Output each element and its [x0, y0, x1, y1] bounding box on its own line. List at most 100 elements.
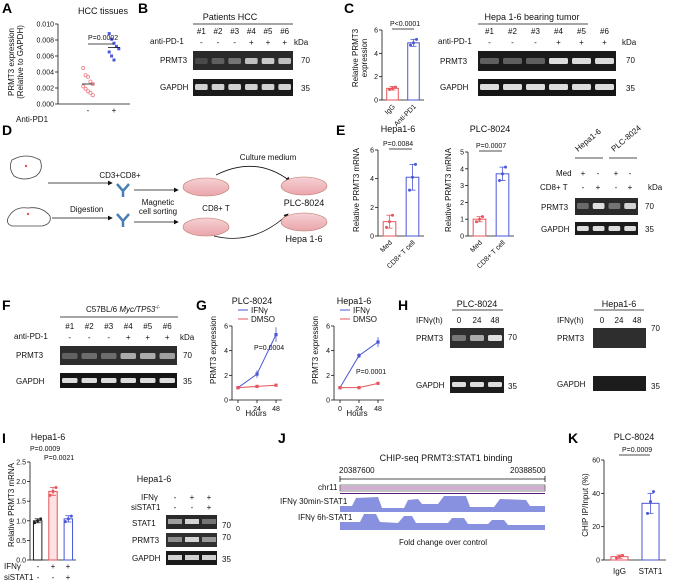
xtick-label: 48	[374, 406, 382, 413]
lane-treat-2: -	[107, 333, 110, 342]
band-gapdh	[81, 378, 97, 383]
treat-med-3: -	[629, 169, 632, 178]
band-prmt3	[101, 353, 117, 359]
data-point	[69, 514, 73, 518]
data-point	[498, 179, 501, 183]
band-gapdh	[228, 84, 241, 90]
panel-d-line1: PLC-8024	[284, 198, 325, 208]
panel-h-right-t48: 48	[633, 316, 642, 325]
data-point	[274, 333, 278, 337]
panel-g-right-title: Hepa1-6	[337, 296, 372, 306]
band-prmt3	[488, 335, 502, 341]
data-point	[385, 225, 388, 229]
band-gapdh	[211, 84, 225, 90]
panel-g-left-ytick-label: 6	[224, 324, 228, 331]
panel-f-header-sup: -/-	[155, 305, 160, 311]
panel-e-kda: kDa	[648, 183, 663, 192]
lane-label-4: #5	[264, 27, 273, 36]
panel-h-left-row-label: IFNγ(h)	[416, 316, 443, 325]
band-prmt3	[624, 203, 636, 209]
data-point	[357, 386, 361, 390]
blot-c-marker-35: 35	[626, 84, 635, 93]
panel-letter-c: C	[344, 0, 354, 16]
lane-label-0: #1	[65, 322, 74, 331]
band-gapdh	[261, 84, 275, 90]
lane-label-1: #2	[85, 322, 94, 331]
panel-j-track1: IFNγ 30min-STAT1	[280, 497, 348, 506]
data-point	[112, 58, 116, 62]
lane-treat-3: +	[126, 333, 131, 342]
panel-j-track1-signal	[340, 496, 545, 512]
data-point	[621, 553, 624, 557]
lane-treat-5: +	[282, 38, 287, 47]
panel-h-left-t48: 48	[491, 316, 500, 325]
xtick-label: 48	[272, 406, 280, 413]
lane-treat-4: +	[145, 333, 150, 342]
data-point	[357, 354, 361, 358]
panel-letter-k: K	[568, 430, 578, 446]
lane-label-1: #2	[508, 27, 517, 36]
blot-i-marker-gapdh: 35	[222, 555, 231, 564]
blot-e-gapdh	[575, 222, 638, 235]
data-point	[107, 32, 111, 36]
blot-e-label-gapdh: GAPDH	[541, 225, 570, 234]
panel-i-ytick-label: 1.5	[16, 499, 26, 506]
panel-a-ytick-label: 0.004	[36, 70, 54, 77]
blot-b-label-prmt3: PRMT3	[160, 56, 188, 65]
lane-label-4: #5	[577, 27, 586, 36]
panel-d-cells: CD8+ T	[202, 204, 230, 213]
data-point	[107, 50, 111, 54]
antibody-icon-top	[116, 183, 130, 197]
lane-treat-4: +	[266, 38, 271, 47]
data-point	[475, 220, 478, 224]
band-gapdh	[168, 555, 182, 560]
treat-cd8-2: -	[615, 183, 618, 192]
panel-e-right-ytick-label: 0	[460, 234, 464, 241]
band-gapdh	[159, 378, 175, 383]
panel-e-cd8: CD8+ T	[540, 183, 568, 192]
blot-e-prmt3	[575, 198, 638, 215]
legend-g-left-ifn: IFNγ	[251, 306, 268, 315]
panel-c-ytick-label: 2	[374, 74, 378, 81]
lane-label-2: #3	[104, 322, 113, 331]
blot-treat-ifn-1: +	[190, 493, 195, 502]
panel-c-row-label: anti-PD-1	[438, 37, 472, 46]
band-prmt3	[526, 58, 545, 64]
band-prmt3	[452, 335, 466, 341]
arrow-culture-top	[215, 165, 291, 182]
panel-letter-g: G	[196, 297, 207, 313]
treat-si-0: -	[37, 573, 40, 582]
panel-k-axes: 0 20 40 60 IgG STAT1	[592, 454, 666, 576]
panel-f-header-genes: Myc/TP53	[119, 305, 156, 314]
panel-h-left-t0: 0	[457, 316, 462, 325]
panel-k-ytick-label: 20	[592, 524, 600, 531]
panel-g-left-ytick-label: 4	[224, 348, 228, 355]
panel-g-right-ytick-label: 4	[326, 348, 330, 355]
panel-g-right-ytick-label: 0	[326, 398, 330, 405]
panel-j-gene-track	[340, 493, 545, 494]
band-gapdh	[480, 84, 499, 90]
panel-f-lane-labels: #1 #2 #3 #4 #5 #6 - - - + + +	[65, 322, 172, 342]
data-point	[501, 172, 504, 176]
band-prmt3	[592, 203, 605, 209]
panel-c-ytick-label: 6	[374, 28, 378, 35]
panel-letter-b: B	[138, 0, 148, 16]
blot-e-marker-70: 70	[645, 202, 654, 211]
band-prmt3	[195, 58, 208, 64]
band-gapdh	[549, 84, 568, 90]
blot-b-marker-35: 35	[301, 84, 310, 93]
panel-e-right-p: P=0.0007	[476, 143, 506, 150]
band-prmt3	[211, 58, 225, 64]
treat-ifn-0: -	[37, 562, 40, 571]
data-point	[376, 381, 380, 385]
data-point	[391, 86, 394, 90]
band-prmt3	[168, 537, 182, 542]
blot-e-label-prmt3: PRMT3	[541, 203, 569, 212]
panel-e-left-ytick-label: 2	[370, 205, 374, 212]
data-point	[114, 44, 118, 48]
panel-a-axes: 0.000 0.002 0.004 0.006 0.008 0.010	[36, 22, 130, 109]
panel-g-left-ytick-label: 2	[224, 373, 228, 380]
band-gapdh	[202, 555, 216, 560]
